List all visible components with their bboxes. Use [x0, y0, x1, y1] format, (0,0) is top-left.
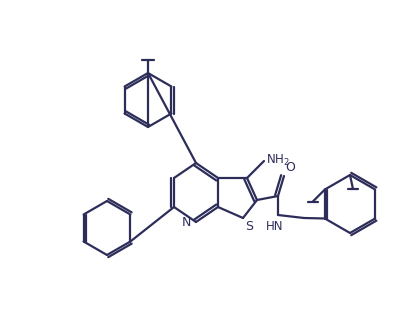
- Text: N: N: [181, 216, 191, 229]
- Text: S: S: [245, 220, 253, 233]
- Text: HN: HN: [266, 220, 284, 233]
- Text: O: O: [285, 161, 295, 174]
- Text: NH$_2$: NH$_2$: [266, 153, 290, 167]
